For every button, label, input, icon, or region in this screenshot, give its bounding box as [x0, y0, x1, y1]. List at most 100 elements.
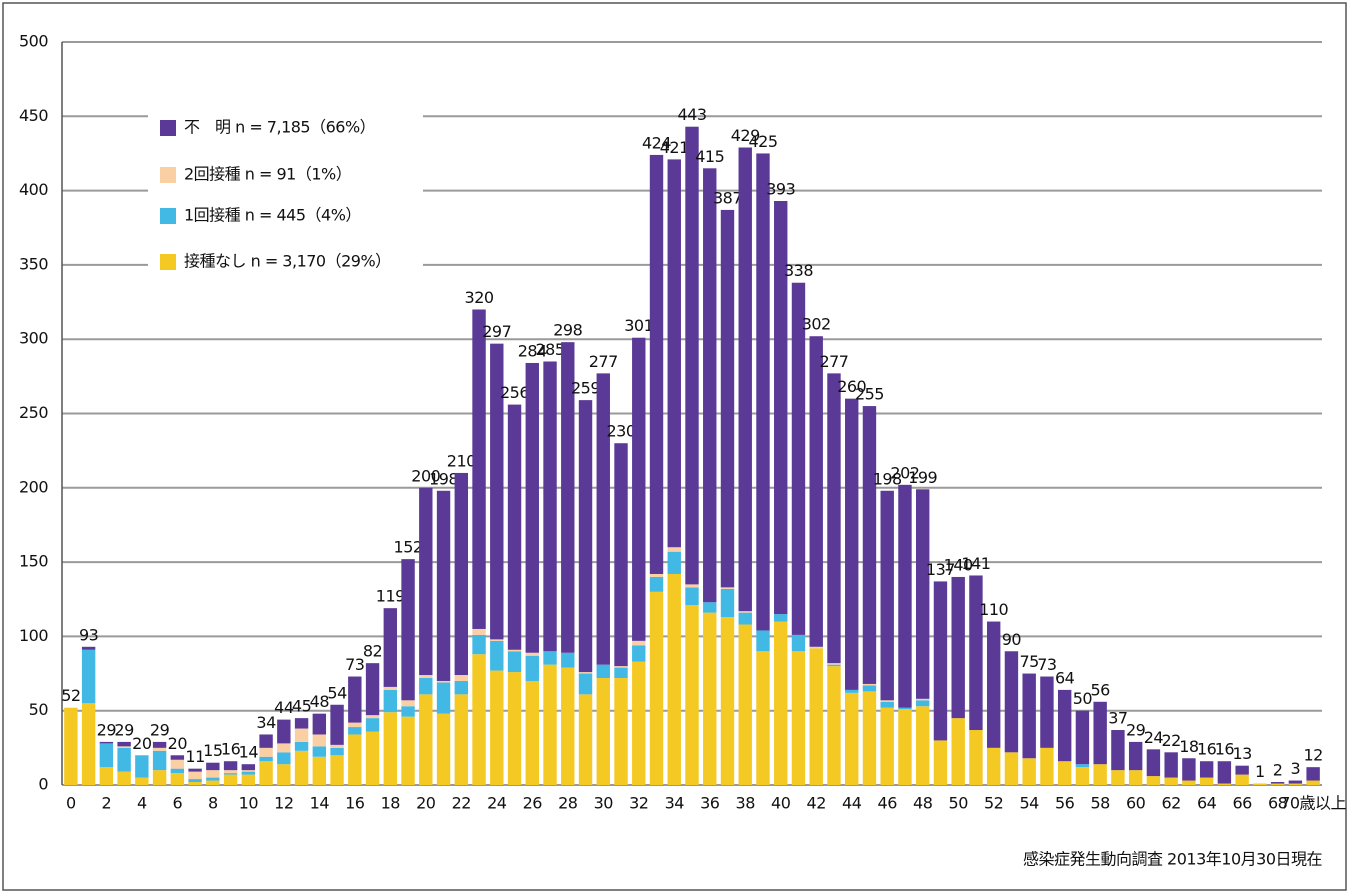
bar-segment	[791, 651, 806, 785]
bar-segment	[259, 761, 273, 785]
total-label: 285	[536, 340, 565, 359]
y-tick-label: 50	[29, 700, 49, 719]
bar-segment	[791, 634, 806, 652]
bar-segment	[969, 575, 983, 731]
bar-segment	[1288, 783, 1303, 785]
total-label: 20	[132, 734, 152, 753]
total-label: 73	[1037, 655, 1056, 674]
bar-segment	[1093, 701, 1107, 765]
bar-segment	[827, 664, 841, 667]
bar-segment	[1235, 774, 1249, 785]
bar-segment	[525, 655, 539, 681]
x-tick-label: 36	[700, 794, 720, 813]
total-label: 256	[500, 383, 529, 402]
x-tick-label: 32	[629, 794, 648, 813]
bar-segment	[294, 750, 309, 785]
bar-segment	[436, 680, 451, 683]
legend-label: 1回接種 n = 445（4%）	[184, 206, 361, 225]
bar-segment	[365, 715, 380, 719]
total-label: 443	[677, 105, 706, 124]
bar-segment	[525, 652, 539, 656]
bar-segment	[472, 634, 486, 655]
bar-segment	[649, 154, 664, 574]
x-tick-label: 62	[1161, 794, 1180, 813]
bar-segment	[1075, 764, 1090, 768]
total-label: 260	[837, 377, 866, 396]
x-tick-label: 6	[173, 794, 183, 813]
bar-segment	[720, 588, 735, 618]
bar-segment	[827, 666, 841, 785]
bar-segment	[312, 713, 327, 735]
bar-segment	[880, 700, 894, 702]
bar-segment	[1164, 752, 1178, 778]
legend-label: 不 明 n = 7,185（66%）	[184, 118, 375, 137]
x-tick-label: 40	[771, 794, 791, 813]
bar-segment	[223, 761, 238, 771]
bar-segment	[862, 685, 877, 692]
bar-segment	[99, 767, 114, 785]
bar-segment	[1146, 776, 1161, 785]
total-label: 230	[606, 422, 635, 441]
x-tick-label: 60	[1126, 794, 1146, 813]
bar-segment	[294, 718, 309, 729]
bar-segment	[774, 621, 788, 785]
x-tick-label: 30	[594, 794, 614, 813]
bar-segment	[383, 689, 398, 713]
total-label: 199	[908, 468, 937, 487]
bar-segment	[951, 718, 965, 785]
bar-segment	[649, 591, 664, 785]
bar-segment	[507, 672, 522, 785]
bar-segment	[419, 694, 433, 785]
bar-segment	[1040, 676, 1054, 748]
bar-segment	[916, 706, 930, 785]
bar-segment	[667, 551, 681, 574]
bar-segment	[277, 752, 291, 765]
bar-segment	[1306, 780, 1320, 785]
bar-segment	[490, 639, 504, 641]
bar-segment	[81, 703, 96, 785]
bar-segment	[419, 675, 433, 679]
bar-segment	[578, 694, 593, 785]
x-tick-label: 56	[1055, 794, 1075, 813]
bar-segment	[1128, 741, 1143, 771]
x-tick-label: 2	[102, 794, 112, 813]
x-tick-label: 58	[1090, 794, 1110, 813]
bar-segment	[898, 707, 912, 710]
total-label: 415	[695, 147, 724, 166]
bar-segment	[135, 777, 149, 785]
bar-segment	[170, 773, 185, 785]
bar-segment	[1075, 767, 1090, 785]
bar-segment	[649, 573, 664, 577]
x-tick-label: 38	[736, 794, 756, 813]
total-label: 255	[855, 385, 884, 404]
total-label: 24	[1144, 728, 1164, 747]
bar-segment	[206, 770, 220, 778]
bar-segment	[188, 768, 202, 772]
legend-swatch	[160, 120, 176, 136]
bar-segment	[1253, 783, 1267, 785]
bar-segment	[1235, 765, 1249, 775]
bar-segment	[756, 630, 770, 652]
bar-segment	[667, 547, 681, 552]
bar-segment	[223, 770, 238, 774]
bar-segment	[809, 336, 823, 647]
bar-segment	[1022, 673, 1036, 759]
bar-segment	[1004, 651, 1019, 753]
bar-segment	[294, 728, 309, 742]
bar-segment	[277, 764, 291, 785]
y-tick-label: 100	[19, 626, 48, 645]
bar-segment	[632, 337, 646, 641]
bar-segment	[117, 746, 131, 748]
bar-segment	[312, 734, 327, 747]
total-label: 93	[79, 625, 98, 644]
y-tick-label: 250	[19, 403, 48, 422]
x-tick-label: 34	[665, 794, 685, 813]
total-label: 2	[1273, 761, 1283, 780]
bar-segment	[206, 762, 220, 771]
bar-segment	[774, 201, 788, 615]
x-tick-label: 44	[842, 794, 862, 813]
bar-segment	[365, 663, 380, 716]
total-label: 110	[979, 600, 1008, 619]
x-tick-label: 16	[345, 794, 365, 813]
x-tick-label: 28	[558, 794, 578, 813]
